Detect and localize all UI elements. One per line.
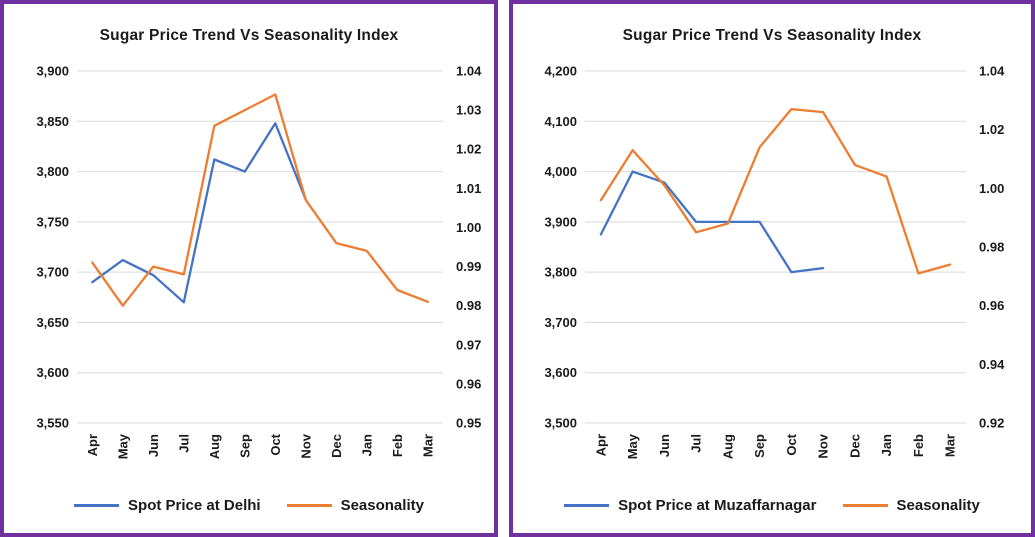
x-axis-label: Oct <box>784 433 799 455</box>
left-axis-tick: 3,850 <box>36 114 69 129</box>
x-axis-label: Dec <box>329 434 344 458</box>
x-axis-label: Apr <box>593 434 608 456</box>
x-axis-label: Jan <box>359 434 374 456</box>
legend-item: Seasonality <box>842 497 980 514</box>
chart-title: Sugar Price Trend Vs Seasonality Index <box>623 27 922 44</box>
chart-legend: Spot Price at Delhi Seasonality <box>4 497 494 514</box>
chart-title: Sugar Price Trend Vs Seasonality Index <box>100 27 399 44</box>
right-axis-tick: 1.03 <box>456 103 481 118</box>
x-axis-label: Dec <box>847 434 862 458</box>
legend-label: Seasonality <box>896 497 980 514</box>
delhi-chart-panel: Sugar Price Trend Vs Seasonality Index 3… <box>0 0 498 537</box>
right-axis-tick: 1.04 <box>456 64 482 79</box>
series-line-seasonality <box>91 93 429 307</box>
delhi-chart: Sugar Price Trend Vs Seasonality Index 3… <box>36 27 482 460</box>
muzaffarnagar-chart-panel: Sugar Price Trend Vs Seasonality Index 4… <box>509 0 1035 537</box>
legend-label: Spot Price at Delhi <box>128 497 261 514</box>
left-axis-tick: 3,900 <box>544 214 577 229</box>
right-axis-tick: 0.94 <box>979 357 1005 372</box>
left-axis-tick: 3,550 <box>36 416 69 431</box>
series-line-spot-price-at-muzaffarnagar <box>599 170 825 274</box>
x-axis-label: Nov <box>816 433 831 458</box>
right-axis-tick: 1.02 <box>979 122 1004 137</box>
x-axis-label: Apr <box>85 434 100 456</box>
right-axis-tick: 0.96 <box>456 376 481 391</box>
series-line-seasonality <box>599 107 952 275</box>
x-axis-label: May <box>115 433 130 459</box>
x-axis-label: Feb <box>911 434 926 457</box>
right-axis-tick: 1.02 <box>456 142 481 157</box>
legend-label: Spot Price at Muzaffarnagar <box>618 497 817 514</box>
right-axis-tick: 1.04 <box>979 64 1005 79</box>
right-axis-tick: 1.00 <box>456 220 481 235</box>
series-line-spot-price-at-delhi <box>91 122 307 304</box>
muzaffarnagar-chart: Sugar Price Trend Vs Seasonality Index 4… <box>544 27 1005 460</box>
legend-item: Seasonality <box>286 497 424 514</box>
x-axis-label: Sep <box>752 434 767 458</box>
x-axis-label: Jul <box>689 434 704 453</box>
left-axis-tick: 3,700 <box>544 315 577 330</box>
legend-item: Spot Price at Muzaffarnagar <box>564 497 817 514</box>
x-axis-label: Jan <box>879 434 894 456</box>
right-axis-tick: 0.97 <box>456 337 481 352</box>
x-axis-label: Jun <box>146 434 161 457</box>
right-axis-tick: 0.96 <box>979 298 1004 313</box>
chart-legend: Spot Price at Muzaffarnagar Seasonality <box>513 497 1031 514</box>
x-axis-label: Mar <box>943 434 958 457</box>
left-axis-tick: 3,600 <box>36 365 69 380</box>
legend-line-swatch <box>286 504 332 507</box>
left-axis-tick: 3,700 <box>36 265 69 280</box>
x-axis-label: Oct <box>268 433 283 455</box>
plot-area: 3,900 3,850 3,800 3,750 3,700 3,650 3,600 3,550… <box>36 64 482 460</box>
x-axis-label: Sep <box>237 434 252 458</box>
legend-item: Spot Price at Delhi <box>74 497 261 514</box>
left-axis-tick: 4,200 <box>544 64 577 79</box>
right-axis-tick: 0.98 <box>979 240 1004 255</box>
x-axis-label: Jun <box>657 434 672 457</box>
right-axis-tick: 0.98 <box>456 298 481 313</box>
left-axis-tick: 4,100 <box>544 114 577 129</box>
plot-area: 4,200 4,100 4,000 3,900 3,800 3,700 3,600 3,500… <box>544 64 1005 460</box>
left-axis-tick: 3,800 <box>36 164 69 179</box>
x-axis-label: Jul <box>176 434 191 453</box>
right-axis-tick: 0.95 <box>456 416 481 431</box>
x-axis-label: Mar <box>420 434 435 457</box>
x-axis-label: Aug <box>720 434 735 459</box>
left-axis-tick: 3,750 <box>36 214 69 229</box>
right-axis-tick: 1.01 <box>456 181 481 196</box>
left-axis-tick: 4,000 <box>544 164 577 179</box>
x-axis-label: Feb <box>390 434 405 457</box>
left-axis-tick: 3,500 <box>544 416 577 431</box>
left-axis-tick: 3,650 <box>36 315 69 330</box>
x-axis-label: May <box>625 433 640 459</box>
right-axis-tick: 0.92 <box>979 416 1004 431</box>
right-axis-tick: 1.00 <box>979 181 1004 196</box>
x-axis-label: Aug <box>207 434 222 459</box>
left-axis-tick: 3,600 <box>544 365 577 380</box>
legend-line-swatch <box>74 504 120 507</box>
legend-line-swatch <box>842 504 888 507</box>
legend-label: Seasonality <box>340 497 424 514</box>
right-axis-tick: 0.99 <box>456 259 481 274</box>
left-axis-tick: 3,800 <box>544 265 577 280</box>
left-axis-tick: 3,900 <box>36 64 69 79</box>
x-axis-label: Nov <box>298 433 313 458</box>
legend-line-swatch <box>564 504 610 507</box>
